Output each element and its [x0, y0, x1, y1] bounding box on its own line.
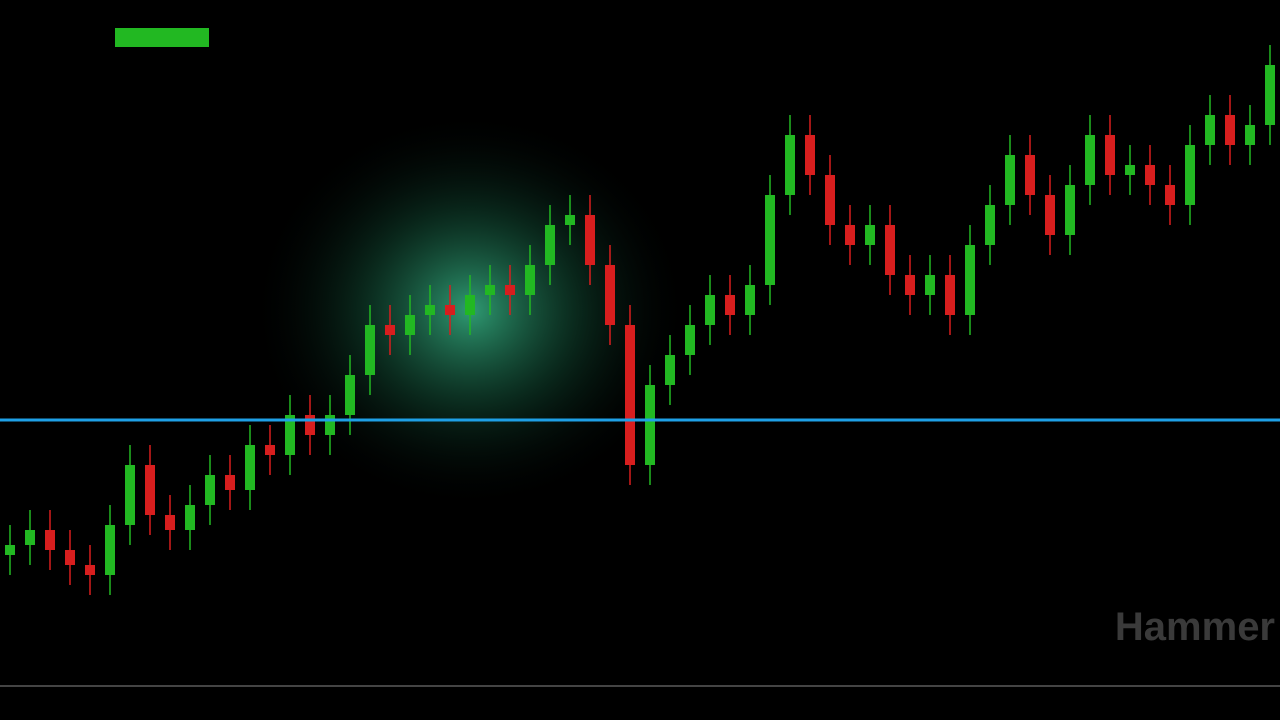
candle-body — [445, 305, 455, 315]
candle-body — [165, 515, 175, 530]
candle-body — [845, 225, 855, 245]
candle-body — [1125, 165, 1135, 175]
candle-body — [725, 295, 735, 315]
candle-body — [1105, 135, 1115, 175]
candle-body — [625, 325, 635, 465]
badge — [115, 28, 209, 47]
candle-body — [805, 135, 815, 175]
candle-body — [1085, 135, 1095, 185]
candle-body — [1065, 185, 1075, 235]
candle-body — [985, 205, 995, 245]
candle-body — [185, 505, 195, 530]
candle-body — [45, 530, 55, 550]
candle-body — [205, 475, 215, 505]
candle-body — [865, 225, 875, 245]
candle-body — [505, 285, 515, 295]
candle-body — [105, 525, 115, 575]
candle-body — [245, 445, 255, 490]
candle-body — [225, 475, 235, 490]
candle-body — [645, 385, 655, 465]
candle-body — [525, 265, 535, 295]
candle-body — [565, 215, 575, 225]
candle-body — [825, 175, 835, 225]
candle-body — [85, 565, 95, 575]
candle-body — [385, 325, 395, 335]
candle-body — [1045, 195, 1055, 235]
candle-body — [265, 445, 275, 455]
candle-body — [1225, 115, 1235, 145]
candle-body — [585, 215, 595, 265]
candle-body — [785, 135, 795, 195]
candle-body — [305, 415, 315, 435]
candle-body — [1245, 125, 1255, 145]
candle-body — [25, 530, 35, 545]
candle-body — [1265, 65, 1275, 125]
candle-body — [485, 285, 495, 295]
candle-body — [1185, 145, 1195, 205]
candle-body — [5, 545, 15, 555]
candle-body — [685, 325, 695, 355]
candle-body — [425, 305, 435, 315]
candle-body — [945, 275, 955, 315]
candle-body — [905, 275, 915, 295]
candle-body — [65, 550, 75, 565]
candle-body — [885, 225, 895, 275]
candle-body — [1005, 155, 1015, 205]
candle-body — [605, 265, 615, 325]
candle-body — [465, 295, 475, 315]
candle-body — [405, 315, 415, 335]
candle-body — [1165, 185, 1175, 205]
watermark: Hammer — [1115, 605, 1275, 649]
candle-body — [125, 465, 135, 525]
candle-body — [745, 285, 755, 315]
candle-body — [545, 225, 555, 265]
candle-body — [1205, 115, 1215, 145]
candle-body — [705, 295, 715, 325]
candle-body — [145, 465, 155, 515]
candle-body — [765, 195, 775, 285]
candle-body — [965, 245, 975, 315]
candle-body — [1025, 155, 1035, 195]
candle-body — [345, 375, 355, 415]
candle-body — [325, 415, 335, 435]
candle-body — [1145, 165, 1155, 185]
candle-body — [925, 275, 935, 295]
candle-body — [365, 325, 375, 375]
candle-body — [665, 355, 675, 385]
candle-body — [285, 415, 295, 455]
